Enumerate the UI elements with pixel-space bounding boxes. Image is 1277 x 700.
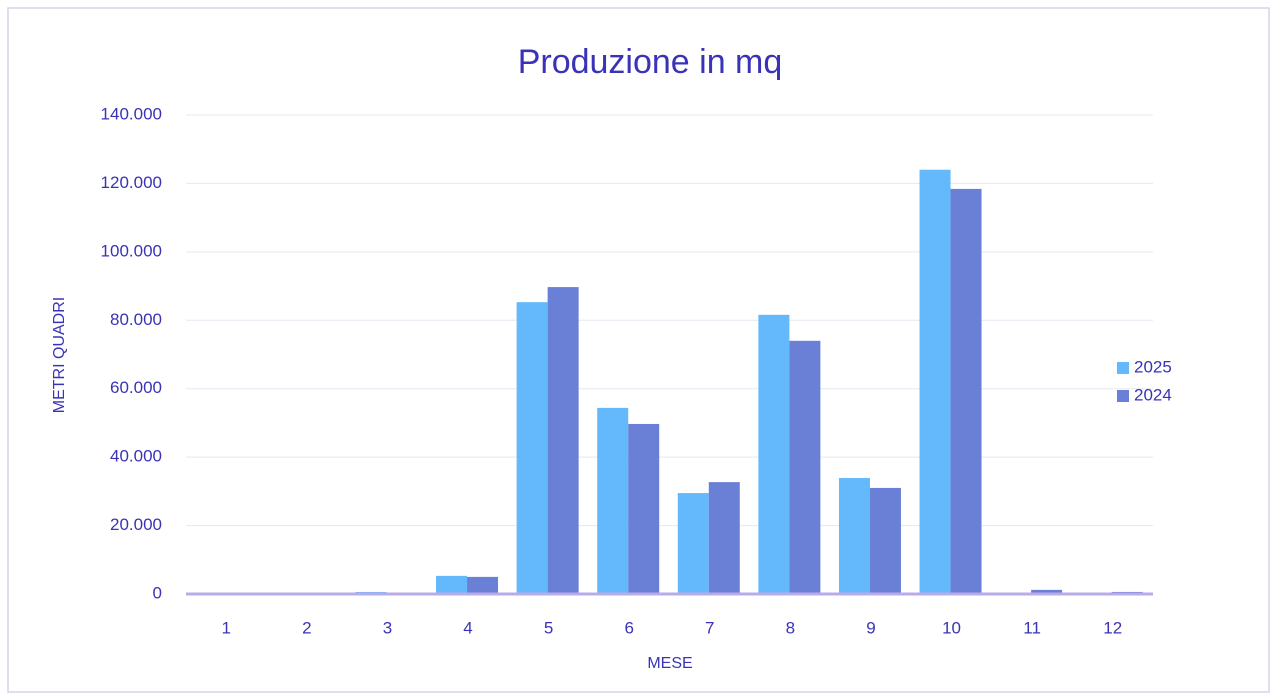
y-tick-label: 80.000 xyxy=(110,310,162,329)
bar xyxy=(838,478,870,594)
bar xyxy=(467,576,499,594)
y-tick-label: 100.000 xyxy=(101,241,162,260)
legend-label: 2025 xyxy=(1134,357,1172,376)
bar xyxy=(628,423,660,594)
y-axis-label: METRI QUADRI xyxy=(51,297,68,413)
bar xyxy=(436,575,468,594)
bar xyxy=(950,188,982,594)
chart-title: Produzione in mq xyxy=(518,43,783,81)
y-tick-label: 20.000 xyxy=(110,515,162,534)
legend-swatch xyxy=(1117,362,1129,374)
bar xyxy=(1031,589,1063,594)
x-axis-label: MESE xyxy=(647,655,692,672)
x-tick-label: 5 xyxy=(544,618,553,637)
y-tick-label: 60.000 xyxy=(110,378,162,397)
bar xyxy=(516,302,548,594)
x-tick-label: 4 xyxy=(463,618,472,637)
x-tick-label: 12 xyxy=(1103,618,1122,637)
y-tick-label: 140.000 xyxy=(101,104,162,123)
bar xyxy=(869,487,901,594)
legend-label: 2024 xyxy=(1134,385,1172,404)
y-tick-label: 0 xyxy=(153,583,162,602)
y-tick-label: 40.000 xyxy=(110,447,162,466)
x-tick-label: 9 xyxy=(866,618,875,637)
x-tick-label: 8 xyxy=(786,618,795,637)
bar xyxy=(919,169,951,594)
x-tick-label: 6 xyxy=(624,618,633,637)
x-tick-label: 10 xyxy=(942,618,961,637)
bar xyxy=(677,493,709,594)
y-tick-label: 120.000 xyxy=(101,173,162,192)
x-tick-label: 11 xyxy=(1023,618,1041,637)
legend-swatch xyxy=(1117,390,1129,402)
bar xyxy=(789,340,821,594)
x-tick-label: 7 xyxy=(705,618,714,637)
bar xyxy=(758,314,790,594)
x-tick-label: 3 xyxy=(383,618,392,637)
x-tick-label: 2 xyxy=(302,618,311,637)
x-tick-label: 1 xyxy=(222,618,231,637)
bar xyxy=(547,287,579,594)
bar xyxy=(597,407,629,594)
bar xyxy=(708,482,740,594)
